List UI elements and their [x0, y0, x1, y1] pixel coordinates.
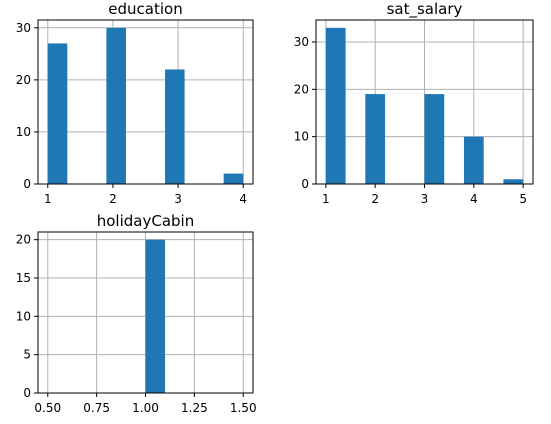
y-tick-label: 0	[23, 177, 31, 191]
histogram-bar	[47, 43, 68, 184]
histogram-panel-education: 1 2 3 4 0 10 20 30 education	[16, 0, 254, 206]
y-tick-label: 10	[16, 309, 31, 323]
histogram-bar	[365, 94, 386, 184]
x-tick-label: 4	[239, 192, 247, 206]
x-tick-label: 3	[174, 192, 182, 206]
y-tick-label: 20	[294, 82, 309, 96]
x-tick-label: 2	[109, 192, 117, 206]
x-tick-label: 4	[470, 192, 478, 206]
histogram-bar	[325, 27, 346, 184]
histogram-bar	[145, 239, 166, 393]
axes-frame	[37, 19, 254, 185]
histogram-bar	[106, 27, 126, 184]
y-tick-label: 30	[294, 35, 309, 49]
histogram-bar	[223, 173, 244, 184]
histogram-panel-holidaycabin: 0.50 0.75 1.00 1.25 1.50 0 5 10 15 20 holidayCabin	[16, 212, 257, 415]
panel-title: education	[108, 0, 182, 18]
x-tick-label: 0.75	[83, 401, 110, 415]
y-tick-label: 0	[23, 386, 31, 400]
y-tick-label: 30	[16, 21, 31, 35]
x-tick-label: 1	[44, 192, 52, 206]
x-tick-label: 2	[371, 192, 379, 206]
x-tick-label: 1.25	[181, 401, 208, 415]
x-tick-label: 1.50	[230, 401, 257, 415]
histogram-panel-sat-salary: 1 2 3 4 5 0 10 20 30 sat_salary	[294, 0, 534, 206]
panel-title: sat_salary	[387, 0, 463, 19]
y-tick-label: 10	[16, 125, 31, 139]
histogram-bar	[165, 69, 185, 184]
y-tick-label: 15	[16, 271, 31, 285]
x-tick-label: 3	[421, 192, 429, 206]
y-tick-label: 5	[23, 348, 31, 362]
panel-title: holidayCabin	[97, 212, 194, 230]
histogram-bar	[503, 179, 524, 184]
x-tick-label: 5	[519, 192, 527, 206]
y-tick-label: 20	[16, 233, 31, 247]
histogram-bar	[463, 136, 484, 184]
y-tick-label: 0	[301, 177, 309, 191]
x-tick-label: 1.00	[132, 401, 159, 415]
y-tick-label: 10	[294, 130, 309, 144]
x-tick-label: 1	[322, 192, 330, 206]
x-tick-label: 0.50	[34, 401, 61, 415]
y-tick-label: 20	[16, 73, 31, 87]
histogram-bar	[424, 94, 445, 184]
